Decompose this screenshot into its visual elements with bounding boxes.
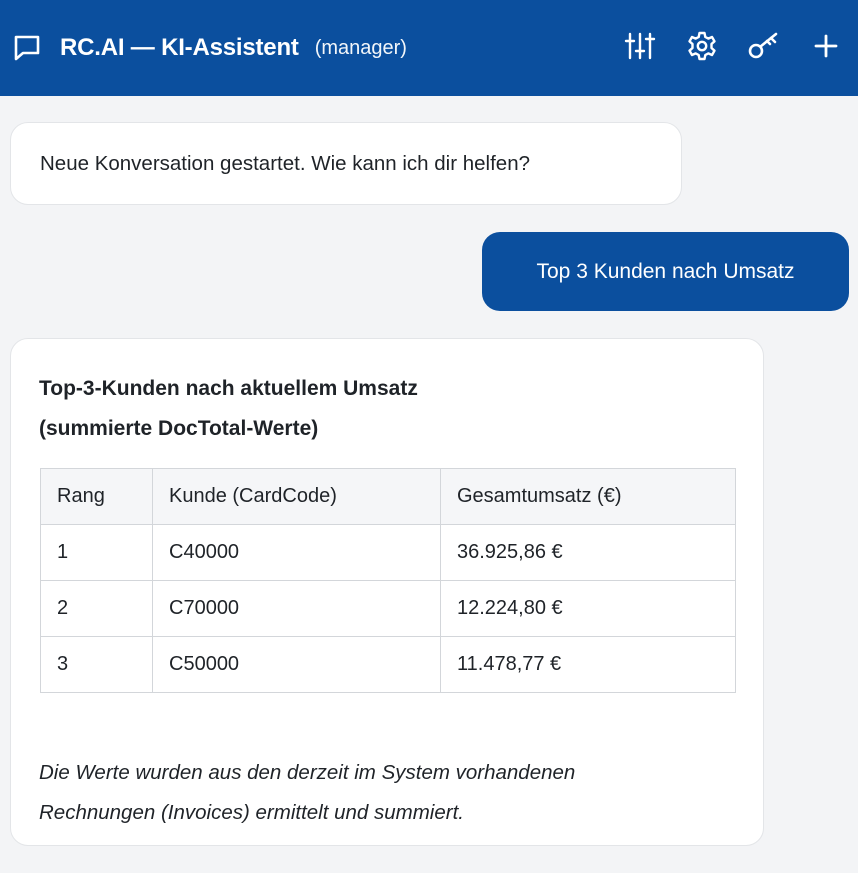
- table-row: 3 C50000 11.478,77 €: [40, 636, 736, 693]
- api-key-button[interactable]: [746, 30, 782, 66]
- gear-icon: [686, 30, 718, 67]
- plus-icon: [813, 33, 839, 64]
- column-header-total-revenue: Gesamtumsatz (€): [440, 468, 736, 525]
- welcome-text: Neue Konversation gestartet. Wie kann ic…: [40, 151, 530, 175]
- table-row: 2 C70000 12.224,80 €: [40, 580, 736, 637]
- cell-customer: C70000: [152, 580, 441, 637]
- new-conversation-button[interactable]: [808, 30, 844, 66]
- answer-heading-line1: Top-3-Kunden nach aktuellem Umsatz: [39, 377, 418, 400]
- assistant-message-answer: Top-3-Kunden nach aktuellem Umsatz (summ…: [10, 338, 764, 846]
- sliders-button[interactable]: [622, 30, 658, 66]
- cell-revenue: 11.478,77 €: [440, 636, 736, 693]
- column-header-customer: Kunde (CardCode): [152, 468, 441, 525]
- table-header-row: Rang Kunde (CardCode) Gesamtumsatz (€): [40, 468, 736, 525]
- answer-note-line2: Rechnungen (Invoices) ermittelt und summ…: [39, 801, 464, 824]
- cell-rank: 3: [40, 636, 153, 693]
- key-icon: [747, 31, 781, 66]
- user-message: Top 3 Kunden nach Umsatz: [482, 232, 849, 311]
- user-role: (manager): [314, 36, 407, 59]
- answer-heading: Top-3-Kunden nach aktuellem Umsatz (summ…: [39, 369, 735, 449]
- cell-rank: 2: [40, 580, 153, 637]
- table-row: 1 C40000 36.925,86 €: [40, 524, 736, 581]
- settings-button[interactable]: [684, 30, 720, 66]
- sliders-icon: [624, 31, 656, 66]
- assistant-message-welcome: Neue Konversation gestartet. Wie kann ic…: [10, 122, 682, 205]
- customer-revenue-table: Rang Kunde (CardCode) Gesamtumsatz (€) 1…: [40, 468, 736, 693]
- cell-revenue: 36.925,86 €: [440, 524, 736, 581]
- answer-note-line1: Die Werte wurden aus den derzeit im Syst…: [39, 761, 576, 784]
- cell-customer: C50000: [152, 636, 441, 693]
- cell-rank: 1: [40, 524, 153, 581]
- app-title: RC.AI — KI-Assistent: [60, 34, 299, 61]
- app-header: RC.AI — KI-Assistent (manager): [0, 0, 858, 96]
- answer-note: Die Werte wurden aus den derzeit im Syst…: [39, 753, 735, 833]
- column-header-rank: Rang: [40, 468, 153, 525]
- cell-revenue: 12.224,80 €: [440, 580, 736, 637]
- user-message-text: Top 3 Kunden nach Umsatz: [536, 259, 795, 283]
- answer-heading-line2: (summierte DocTotal-Werte): [39, 417, 319, 440]
- chat-bubble-icon: [12, 33, 44, 63]
- cell-customer: C40000: [152, 524, 441, 581]
